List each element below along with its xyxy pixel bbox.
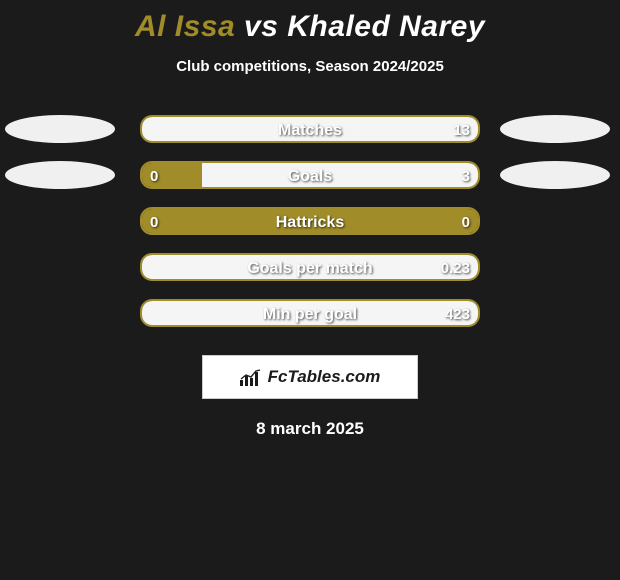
metric-row: 0.23Goals per match: [0, 253, 620, 299]
player2-badge: [500, 161, 610, 189]
metric-bar: 03Goals: [140, 161, 480, 189]
metric-bar: 13Matches: [140, 115, 480, 143]
metric-row: 13Matches: [0, 115, 620, 161]
chart-subtitle: Club competitions, Season 2024/2025: [0, 58, 620, 75]
metric-bar: 423Min per goal: [140, 299, 480, 327]
player1-badge: [5, 115, 115, 143]
metric-row: 00Hattricks: [0, 207, 620, 253]
player2-value: 423: [437, 301, 478, 327]
player1-value: 0: [142, 209, 166, 235]
chart-title: Al Issa vs Khaled Narey: [0, 10, 620, 44]
bar-fill-player1: [142, 209, 478, 233]
metric-bar: 00Hattricks: [140, 207, 480, 235]
source-logo: FcTables.com: [202, 355, 418, 399]
bar-fill-player2: [142, 117, 478, 141]
bar-fill-player2: [142, 255, 478, 279]
chart-date: 8 march 2025: [0, 419, 620, 439]
logo-text: FcTables.com: [268, 367, 381, 387]
bar-chart-icon: [240, 368, 262, 386]
vs-label: vs: [244, 10, 278, 43]
player1-value: 0: [142, 163, 166, 189]
metric-bar: 0.23Goals per match: [140, 253, 480, 281]
bar-fill-player2: [202, 163, 478, 187]
bar-fill-player2: [142, 301, 478, 325]
metrics-rows: 13Matches03Goals00Hattricks0.23Goals per…: [0, 115, 620, 345]
player2-value: 0.23: [433, 255, 478, 281]
player2-value: 0: [454, 209, 478, 235]
comparison-chart: Al Issa vs Khaled Narey Club competition…: [0, 0, 620, 439]
metric-row: 423Min per goal: [0, 299, 620, 345]
player2-value: 13: [445, 117, 478, 143]
player2-name: Khaled Narey: [287, 10, 485, 43]
metric-row: 03Goals: [0, 161, 620, 207]
player2-value: 3: [454, 163, 478, 189]
player1-name: Al Issa: [135, 10, 235, 43]
player2-badge: [500, 115, 610, 143]
player1-badge: [5, 161, 115, 189]
